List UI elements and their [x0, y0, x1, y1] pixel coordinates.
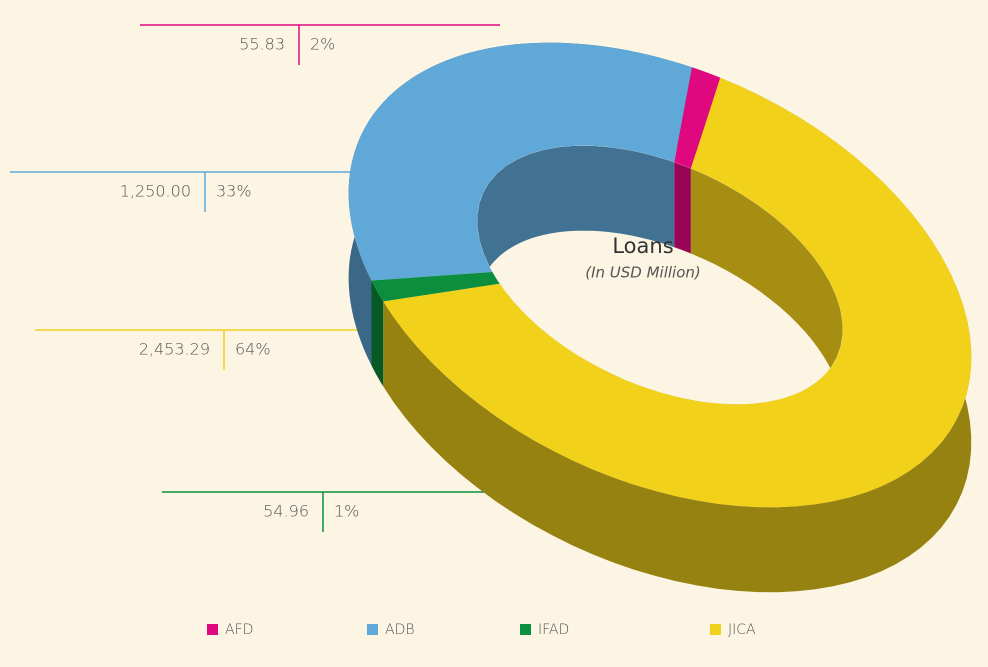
- legend-label: AFD: [225, 622, 253, 638]
- value-label: 54.96: [263, 502, 309, 521]
- ring-segment: [371, 272, 500, 302]
- chart-subtitle: (In USD Million): [585, 264, 701, 282]
- legend-label: ADB: [385, 622, 415, 638]
- percent-label: 64%: [235, 340, 271, 359]
- legend-swatch: [710, 624, 721, 635]
- outer-wall: [371, 280, 384, 387]
- ring-segment: [674, 67, 721, 169]
- ring-segment: [348, 42, 692, 281]
- value-label: 1,250.00: [120, 182, 191, 201]
- chart-title: Loans: [612, 234, 673, 258]
- percent-label: 33%: [216, 182, 252, 201]
- inner-wall: [499, 168, 843, 405]
- value-label: 2,453.29: [139, 340, 210, 359]
- legend-label: IFAD: [538, 622, 569, 638]
- ring-segment: [383, 77, 972, 508]
- percent-label: 1%: [334, 502, 359, 521]
- value-label: 55.83: [239, 35, 285, 54]
- legend-swatch: [207, 624, 218, 635]
- legend-swatch: [367, 624, 378, 635]
- legend-label: JICA: [728, 622, 756, 638]
- inner-wall: [477, 145, 675, 357]
- legend-swatch: [520, 624, 531, 635]
- inner-wall: [674, 162, 691, 254]
- percent-label: 2%: [310, 35, 335, 54]
